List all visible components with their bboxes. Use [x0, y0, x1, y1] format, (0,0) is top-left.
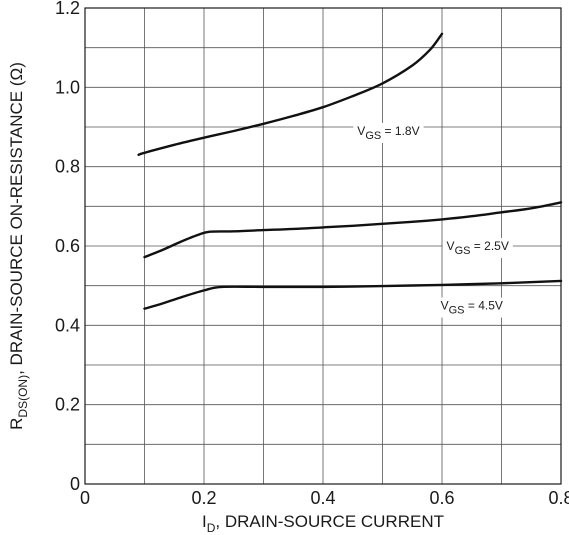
tick-labels: 0 0.2 0.4 0.6 0.8 0 0.2 0.4 0.6 0.8 1.0 1.2 — [55, 0, 569, 508]
series-label-rest: = 2.5V — [470, 239, 508, 253]
y-axis-label: RDS(ON), DRAIN-SOURCE ON-RESISTANCE (Ω) — [7, 62, 30, 430]
y-tick-label: 0.8 — [55, 157, 80, 177]
series-label-sub: GS — [449, 305, 465, 317]
series-label-background — [353, 122, 424, 143]
series-label-rest: = 4.5V — [465, 299, 503, 313]
series-lines — [137, 32, 563, 310]
series-line-vgs-4-5v — [143, 279, 563, 310]
y-tick-label: 0.2 — [55, 395, 80, 415]
plot-frame — [84, 7, 562, 485]
series-label-sub: GS — [455, 245, 471, 257]
series-label-main: V — [447, 239, 455, 253]
series-label: VGS = 1.8V — [357, 124, 419, 142]
series-label-main: V — [357, 124, 365, 138]
x-axis-label: ID, DRAIN-SOURCE CURRENT — [202, 512, 444, 535]
x-tick-label: 0.2 — [191, 488, 216, 508]
y-tick-label: 1.2 — [55, 0, 80, 18]
y-tick-label: 0.6 — [55, 236, 80, 256]
series-label: VGS = 4.5V — [441, 299, 503, 317]
series-label-main: V — [441, 299, 449, 313]
x-tick-label: 0.8 — [548, 488, 569, 508]
x-tick-label: 0 — [80, 488, 90, 508]
y-tick-label: 0 — [70, 474, 80, 494]
series-label-sub: GS — [365, 130, 381, 142]
series-label: VGS = 2.5V — [447, 239, 509, 257]
y-tick-label: 0.4 — [55, 315, 80, 335]
y-tick-label: 1.0 — [55, 77, 80, 97]
series-label-background — [442, 238, 513, 258]
series-line-vgs-2-5v — [143, 201, 563, 259]
series-label-rest: = 1.8V — [381, 124, 419, 138]
x-tick-label: 0.6 — [429, 488, 454, 508]
x-tick-label: 0.4 — [310, 488, 335, 508]
series-label-background — [436, 297, 507, 318]
series-line-vgs-1-8v — [137, 32, 444, 156]
